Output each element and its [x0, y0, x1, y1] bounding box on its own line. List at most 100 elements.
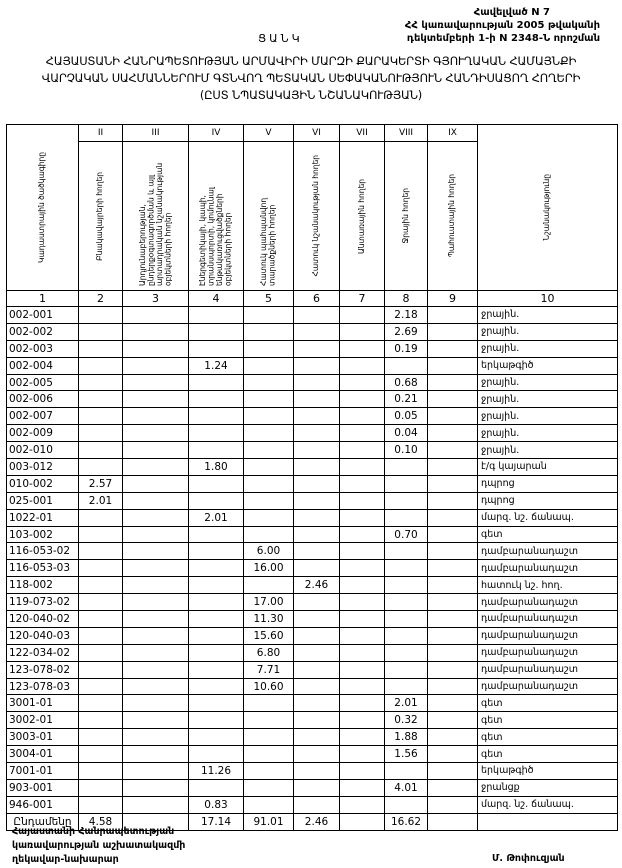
- area-cell: [427, 441, 478, 460]
- area-cell: [427, 762, 478, 780]
- area-cell: [78, 373, 123, 392]
- table-row: 103-002 0.70 գետ: [6, 525, 618, 544]
- cadastral-code: 123-078-02: [6, 660, 79, 679]
- cadastral-code: 116-053-03: [6, 559, 79, 578]
- signatory-name: Մ. Թոփուզյան: [492, 853, 565, 864]
- area-cell: [243, 458, 294, 476]
- area-cell: [188, 643, 244, 662]
- table-row: 002-006 0.21 ջրային.: [6, 390, 618, 409]
- purpose-cell: դամբարանադաշտ: [477, 660, 618, 679]
- area-cell: [427, 356, 478, 375]
- purpose-cell: գետ: [477, 711, 618, 730]
- purpose-cell: դամբարանադաշտ: [477, 593, 618, 612]
- column-header: Նշանակությունը: [477, 124, 618, 291]
- table-row: 120-040-03 15.60 դամբարանադաշտ: [6, 626, 618, 645]
- total-cell: 17.14: [188, 812, 244, 831]
- area-cell: [122, 576, 189, 595]
- area-cell: [188, 660, 244, 679]
- purpose-cell: ջրային.: [477, 407, 618, 426]
- footer-position: Հայաստանի Հանրապետության կառավարության ա…: [12, 825, 185, 867]
- column-header: Կադաստրային ծածկագիրը: [6, 124, 79, 291]
- area-cell: [188, 441, 244, 460]
- column-header: Անտառային հողեր: [339, 141, 385, 291]
- area-cell: [384, 593, 428, 612]
- area-cell: [339, 407, 385, 426]
- area-cell: [122, 441, 189, 460]
- column-roman-numeral: II: [78, 124, 123, 142]
- area-cell: [122, 390, 189, 409]
- area-cell: [427, 643, 478, 662]
- area-cell: [122, 424, 189, 443]
- area-cell: [427, 322, 478, 341]
- purpose-cell: ջրային.: [477, 390, 618, 409]
- area-cell: [122, 694, 189, 713]
- area-cell: [243, 441, 294, 460]
- area-cell: [384, 474, 428, 493]
- area-cell: [78, 407, 123, 426]
- table-row: 3002-01 0.32 գետ: [6, 711, 618, 730]
- purpose-cell: դպրոց: [477, 491, 618, 510]
- purpose-cell: դամբարանադաշտ: [477, 559, 618, 578]
- area-cell: 2.18: [384, 306, 428, 324]
- area-cell: [427, 576, 478, 595]
- cadastral-code: 002-009: [6, 424, 79, 443]
- area-cell: [78, 745, 123, 764]
- cadastral-code: 3002-01: [6, 711, 79, 730]
- area-cell: [384, 795, 428, 814]
- area-cell: [293, 339, 340, 358]
- area-cell: 1.88: [384, 728, 428, 747]
- column-number: 9: [427, 290, 478, 307]
- area-cell: [339, 728, 385, 747]
- area-cell: [339, 525, 385, 544]
- area-cell: [427, 711, 478, 730]
- title-line: ՎԱՐՉԱԿԱՆ ՍԱՀՄԱՆՆԵՐՈՒՄ ԳՏՆՎՈՂ ՊԵՏԱԿԱՆ ՍԵՓ…: [41, 71, 581, 85]
- table-row: 3004-01 1.56 գետ: [6, 745, 618, 764]
- column-number: 10: [477, 290, 618, 307]
- area-cell: [293, 660, 340, 679]
- cadastral-code: 7001-01: [6, 762, 79, 780]
- land-table: Կադաստրային ծածկագիրը II III IV V VI VII VIII IX…: [6, 124, 618, 831]
- area-cell: [78, 356, 123, 375]
- area-cell: [188, 306, 244, 324]
- column-number: 3: [122, 290, 189, 307]
- cadastral-code: 103-002: [6, 525, 79, 544]
- cadastral-code: 002-010: [6, 441, 79, 460]
- table-row: 7001-01 11.26 երկաթգիծ: [6, 762, 618, 780]
- area-cell: [427, 610, 478, 628]
- cadastral-code: 122-034-02: [6, 643, 79, 662]
- purpose-cell: ջրային.: [477, 322, 618, 341]
- cadastral-code: 002-004: [6, 356, 79, 375]
- area-cell: [243, 322, 294, 341]
- document-heading: ՑԱՆԿ: [258, 32, 303, 45]
- area-cell: [188, 559, 244, 578]
- area-cell: 16.00: [243, 559, 294, 578]
- table-row: 116-053-03 16.00 դամբարանադաշտ: [6, 559, 618, 578]
- purpose-cell: դպրոց: [477, 474, 618, 493]
- cadastral-code: 002-006: [6, 390, 79, 409]
- area-cell: [122, 677, 189, 696]
- area-cell: 1.80: [188, 458, 244, 476]
- area-cell: [293, 458, 340, 476]
- area-cell: [339, 424, 385, 443]
- table-row: 119-073-02 17.00 դամբարանադաշտ: [6, 593, 618, 612]
- area-cell: [243, 491, 294, 510]
- area-cell: [339, 762, 385, 780]
- purpose-cell: դամբարանադաշտ: [477, 626, 618, 645]
- table-row: 002-003 0.19 ջրային.: [6, 339, 618, 358]
- area-cell: [188, 474, 244, 493]
- total-cell: 91.01: [243, 812, 294, 831]
- cadastral-code: 903-001: [6, 778, 79, 797]
- column-header: Պահուստային հողեր: [427, 141, 478, 291]
- area-cell: [78, 677, 123, 696]
- area-cell: [243, 778, 294, 797]
- area-cell: [339, 745, 385, 764]
- purpose-cell: գետ: [477, 728, 618, 747]
- area-cell: [243, 424, 294, 443]
- purpose-cell: հատուկ նշ. հող.: [477, 576, 618, 595]
- area-cell: [188, 745, 244, 764]
- document-title: ՀԱՅԱՍՏԱՆԻ ՀԱՆՐԱՊԵՏՈՒԹՅԱՆ ԱՐՄԱՎԻՐԻ ՄԱՐԶԻ …: [0, 53, 622, 104]
- area-cell: 0.83: [188, 795, 244, 814]
- area-cell: [293, 593, 340, 612]
- area-cell: [188, 677, 244, 696]
- area-cell: [293, 745, 340, 764]
